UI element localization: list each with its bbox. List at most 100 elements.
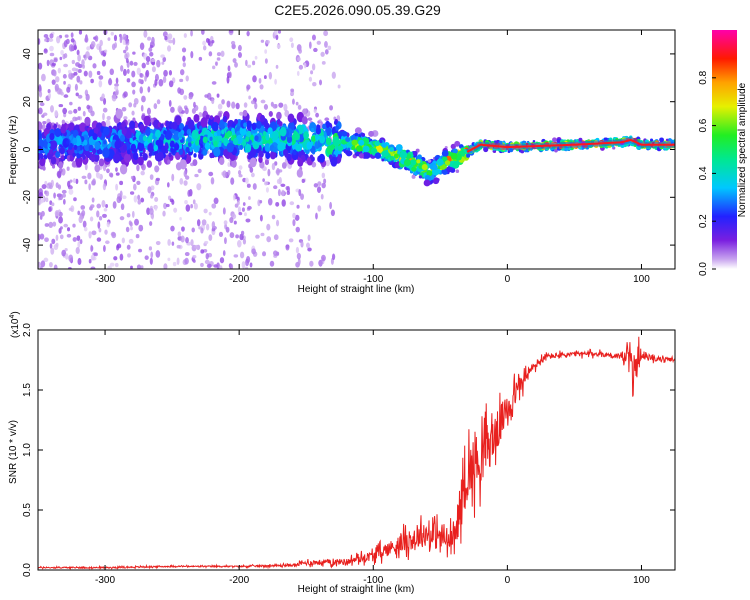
spectrogram-cell <box>330 156 338 167</box>
spectrogram-noise-cell <box>229 71 232 79</box>
spectrogram-noise-cell <box>307 234 311 242</box>
snr-ytick-label: 0.5 <box>22 503 33 517</box>
spectrogram-cell <box>446 166 453 173</box>
spectrogram-cell <box>279 126 287 137</box>
spectrogram-noise-cell <box>296 70 300 77</box>
spectrogram-cell <box>84 126 88 131</box>
spectrogram-cell <box>276 118 281 124</box>
spectrogram-cell <box>43 154 48 160</box>
spectrogram-noise-cell <box>43 257 49 263</box>
spectrogram-cell <box>121 121 127 128</box>
spectrogram-noise-cell <box>316 40 322 45</box>
spectrogram-cell <box>254 135 259 142</box>
spectrogram-cell <box>372 141 376 145</box>
spectrogram-noise-cell <box>91 197 95 203</box>
spectrogram-noise-cell <box>172 37 176 46</box>
spectrogram-cell <box>665 138 669 142</box>
spectrogram-cell <box>264 143 271 151</box>
spectrogram-noise-cell <box>63 94 69 98</box>
spectrogram-noise-cell <box>77 257 82 266</box>
spectrogram-cell <box>243 122 247 128</box>
colorbar-ticks: 0.0 0.2 0.4 0.6 0.8 <box>698 70 716 276</box>
spectrogram-noise-cell <box>252 60 256 66</box>
spectrogram-cell <box>72 137 78 145</box>
spectrogram-cell <box>157 151 164 161</box>
spectrogram-noise-cell <box>296 204 300 209</box>
spectrogram-noise-cell <box>280 183 286 187</box>
spectrogram-noise-cell <box>114 86 119 90</box>
spectrogram-cell <box>119 164 128 175</box>
spectrogram-cell <box>295 144 301 152</box>
spectrogram-cell <box>66 139 70 145</box>
spectrogram-noise-cell <box>236 200 240 206</box>
spectrogram-noise-cell <box>147 86 151 93</box>
spectrogram-noise-cell <box>145 69 150 78</box>
spectrogram-cell <box>244 143 252 153</box>
spectrogram-noise-cell <box>306 204 310 209</box>
spectrogram-noise-cell <box>218 231 224 237</box>
spectrogram-noise-cell <box>185 75 189 82</box>
spectrogram-noise-cell <box>137 199 142 205</box>
spectrogram-noise-cell <box>140 265 144 269</box>
spectrogram-noise-cell <box>77 69 82 74</box>
spectrogram-noise-cell <box>147 36 152 41</box>
spectrogram-noise-cell <box>106 221 110 228</box>
spectrogram-noise-cell <box>211 98 215 105</box>
spectrogram-noise-cell <box>44 223 50 227</box>
spectrogram-noise-cell <box>83 54 86 59</box>
spectrogram-noise-cell <box>203 105 207 113</box>
spectrogram-cell <box>379 139 383 144</box>
spectrogram-noise-cell <box>325 159 331 167</box>
spectrogram-noise-cell <box>233 220 237 225</box>
spectrogram-noise-cell <box>163 263 168 269</box>
spectrogram-noise-cell <box>263 75 267 80</box>
spectrogram-cell <box>417 154 422 160</box>
spectrogram-noise-cell <box>211 81 217 85</box>
spectrogram-noise-cell <box>120 203 125 211</box>
spectrogram-noise-cell <box>66 227 71 232</box>
spectrogram-noise-cell <box>297 57 301 62</box>
spectrogram-noise-cell <box>221 99 225 105</box>
spectrogram-ytick-label: -20 <box>22 190 33 205</box>
spectrogram-noise-cell <box>133 97 139 105</box>
spectrogram-noise-cell <box>246 30 250 37</box>
spectrogram-noise-cell <box>318 259 323 267</box>
spectrogram-noise-cell <box>109 262 115 267</box>
spectrogram-noise-cell <box>90 204 95 208</box>
spectrogram-noise-cell <box>77 106 82 111</box>
spectrogram-cell <box>251 122 257 131</box>
spectrogram-noise-cell <box>67 110 73 115</box>
spectrogram-cell <box>102 147 110 158</box>
spectrogram-noise-cell <box>202 40 206 46</box>
spectrogram-noise-cell <box>205 223 210 231</box>
spectrogram-cell <box>83 139 88 146</box>
spectrogram-noise-cell <box>143 30 148 38</box>
spectrogram-noise-cell <box>49 45 54 52</box>
spectrogram-noise-cell <box>149 174 154 180</box>
spectrogram-cell <box>187 119 195 130</box>
spectrogram-cell <box>368 130 375 137</box>
spectrogram-cell <box>337 131 343 137</box>
spectrogram-noise-cell <box>269 260 275 267</box>
spectrogram-noise-cell <box>102 213 107 218</box>
spectrogram-cell <box>148 152 153 157</box>
spectrogram-cell <box>146 160 153 168</box>
spectrogram-cell <box>204 142 211 150</box>
spectrogram-noise-cell <box>171 241 175 246</box>
spectrogram-noise-cell <box>102 164 107 172</box>
spectrogram-noise-cell <box>75 246 80 255</box>
spectrogram-noise-cell <box>38 212 42 216</box>
spectrogram-cell <box>224 122 228 127</box>
spectrogram-cell <box>247 155 252 160</box>
spectrogram-cell <box>159 134 165 141</box>
colorbar-tick-label: 0.8 <box>698 70 709 84</box>
spectrogram-noise-cell <box>251 248 257 255</box>
spectrogram-noise-cell <box>245 258 250 267</box>
spectrogram-cell <box>325 137 332 146</box>
spectrogram-noise-cell <box>190 51 194 59</box>
spectrogram-noise-cell <box>274 78 277 85</box>
spectrogram-noise-cell <box>190 30 193 37</box>
spectrogram-cell <box>207 125 212 130</box>
spectrogram-noise-cell <box>55 234 59 241</box>
spectrogram-noise-cell <box>38 84 42 91</box>
